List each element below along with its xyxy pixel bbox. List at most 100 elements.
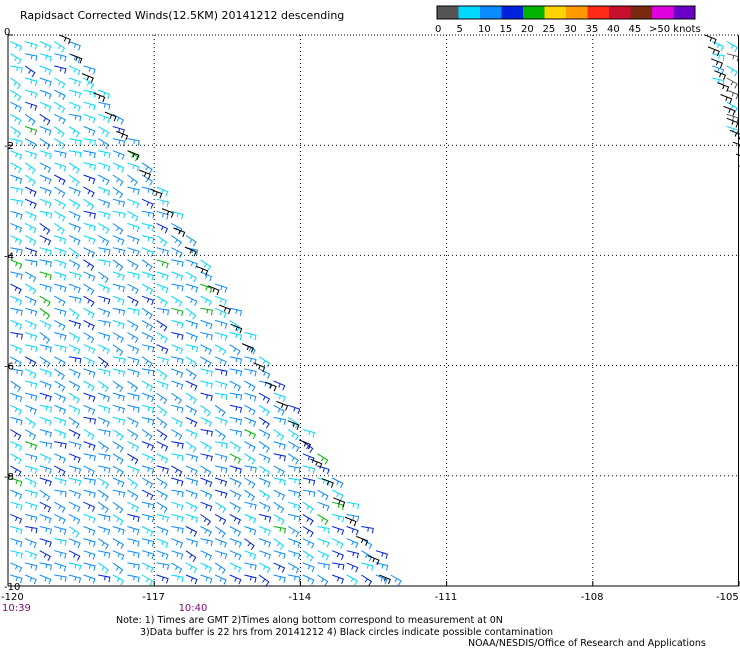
wind-barb bbox=[185, 477, 199, 487]
x-tick-label: -105 bbox=[716, 592, 739, 603]
wind-barb bbox=[171, 429, 183, 441]
wind-barb bbox=[112, 513, 124, 526]
wind-barb bbox=[68, 186, 81, 197]
wind-barb bbox=[288, 477, 301, 486]
wind-barb bbox=[273, 465, 285, 477]
wind-barb bbox=[185, 368, 197, 380]
wind-barb bbox=[127, 186, 140, 195]
wind-barb bbox=[112, 186, 124, 199]
legend-label: >50 knots bbox=[649, 24, 701, 35]
wind-barb bbox=[68, 162, 80, 174]
wind-barb bbox=[241, 343, 254, 353]
wind-barb bbox=[68, 441, 82, 450]
wind-barb bbox=[141, 247, 154, 258]
wind-barb bbox=[258, 538, 271, 548]
legend-swatch bbox=[458, 6, 481, 19]
wind-barb bbox=[39, 404, 53, 413]
wind-barb bbox=[83, 247, 96, 258]
wind-barb bbox=[98, 283, 110, 294]
wind-barb bbox=[127, 453, 139, 465]
wind-barb bbox=[171, 283, 184, 292]
wind-barb bbox=[317, 538, 330, 548]
wind-barb bbox=[200, 404, 211, 417]
wind-barb bbox=[98, 550, 111, 559]
legend-swatch bbox=[630, 6, 653, 19]
wind-barb bbox=[54, 235, 67, 245]
wind-barb bbox=[10, 89, 22, 102]
wind-barb bbox=[83, 368, 96, 378]
wind-barb bbox=[39, 65, 52, 75]
wind-barb bbox=[54, 210, 66, 222]
wind-barb bbox=[83, 89, 96, 98]
wind-barb bbox=[10, 126, 22, 138]
wind-barb bbox=[171, 222, 183, 234]
wind-barb bbox=[39, 550, 51, 562]
wind-barb bbox=[161, 208, 174, 218]
wind-barb bbox=[112, 574, 124, 586]
wind-barb bbox=[346, 538, 359, 549]
wind-barb bbox=[156, 392, 168, 405]
wind-barb bbox=[200, 332, 213, 341]
wind-barb bbox=[273, 550, 286, 560]
wind-barb bbox=[83, 513, 96, 524]
wind-barb bbox=[244, 380, 256, 392]
wind-barb bbox=[229, 404, 243, 413]
wind-barb bbox=[229, 538, 242, 548]
wind-barb bbox=[141, 465, 155, 475]
legend-swatch bbox=[652, 6, 674, 19]
wind-barb bbox=[97, 441, 109, 453]
wind-barb bbox=[10, 380, 22, 393]
wind-barb bbox=[24, 235, 37, 246]
wind-barb bbox=[24, 283, 37, 295]
wind-barb bbox=[68, 174, 80, 187]
wind-barb bbox=[317, 489, 329, 501]
wind-barb bbox=[25, 259, 38, 267]
wind-barb bbox=[54, 513, 66, 525]
wind-barb bbox=[215, 368, 228, 377]
wind-barb bbox=[302, 538, 315, 549]
wind-barb bbox=[54, 477, 67, 486]
wind-barb bbox=[185, 562, 198, 574]
wind-barb bbox=[83, 441, 96, 451]
wind-barb bbox=[288, 489, 301, 498]
wind-barb bbox=[127, 526, 140, 535]
legend-swatch bbox=[501, 6, 524, 19]
wind-barb bbox=[39, 41, 52, 52]
wind-barb bbox=[10, 53, 22, 65]
wind-barb bbox=[24, 489, 38, 499]
wind-barb bbox=[24, 186, 37, 197]
wind-barb bbox=[200, 453, 213, 462]
wind-barb bbox=[97, 489, 109, 502]
wind-barb bbox=[215, 441, 228, 449]
wind-barb bbox=[302, 562, 315, 573]
wind-barb bbox=[24, 198, 37, 209]
wind-barb bbox=[39, 562, 52, 571]
wind-barb bbox=[156, 356, 169, 365]
wind-barb bbox=[229, 477, 242, 488]
wind-barb bbox=[200, 307, 213, 316]
wind-barb bbox=[141, 198, 154, 209]
wind-barb bbox=[229, 513, 242, 525]
wind-barb bbox=[200, 550, 213, 561]
legend-label: 10 bbox=[478, 24, 491, 35]
wind-barb bbox=[54, 222, 65, 235]
wind-barb bbox=[10, 162, 22, 174]
wind-barb bbox=[68, 368, 81, 379]
wind-barb bbox=[68, 210, 81, 221]
wind-barb bbox=[287, 420, 300, 430]
wind-barb bbox=[717, 82, 730, 92]
wind-barb bbox=[200, 526, 212, 537]
wind-barb bbox=[10, 210, 23, 220]
wind-barb bbox=[39, 247, 52, 256]
wind-barb bbox=[196, 265, 209, 276]
wind-barb bbox=[171, 332, 184, 341]
wind-barb bbox=[127, 465, 140, 475]
wind-barb bbox=[68, 65, 81, 76]
wind-barb bbox=[332, 562, 345, 570]
legend-label: 35 bbox=[586, 24, 599, 35]
wind-barb bbox=[83, 77, 95, 90]
wind-barb bbox=[68, 283, 81, 294]
wind-barb bbox=[10, 295, 23, 306]
wind-barb bbox=[54, 53, 67, 62]
wind-barb bbox=[39, 501, 52, 513]
